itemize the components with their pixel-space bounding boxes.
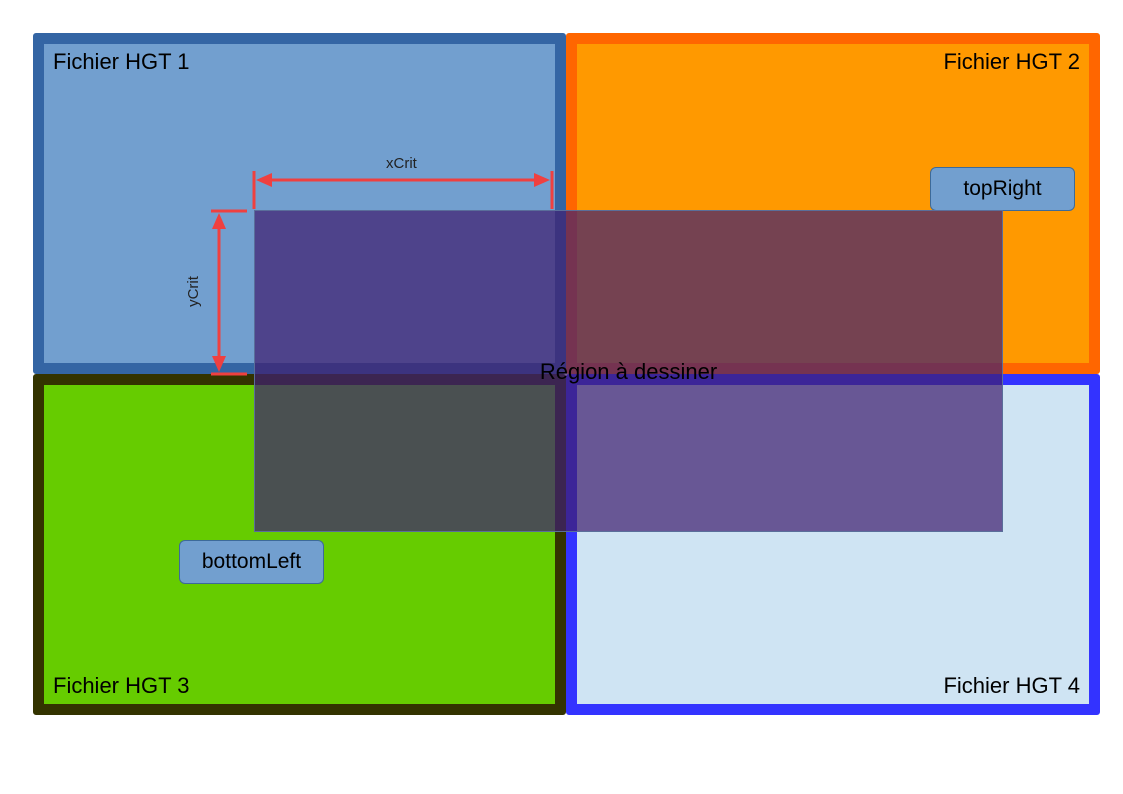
xcrit-right-arrowhead: [534, 173, 550, 187]
region-label: Région à dessiner: [539, 359, 718, 384]
hgt-file-4-label: Fichier HGT 4: [943, 673, 1080, 698]
hgt-file-3-label: Fichier HGT 3: [53, 673, 190, 698]
bottom-left-marker: bottomLeft: [179, 540, 324, 584]
ycrit-bottom-arrowhead: [212, 356, 226, 372]
region-to-draw: Région à dessiner: [254, 210, 1003, 532]
hgt-file-1-label: Fichier HGT 1: [53, 49, 190, 74]
xcrit-left-arrowhead: [256, 173, 272, 187]
top-right-marker: topRight: [930, 167, 1075, 211]
hgt-file-2-label: Fichier HGT 2: [943, 49, 1080, 74]
xcrit-label: xCrit: [386, 155, 417, 172]
ycrit-top-arrowhead: [212, 213, 226, 229]
ycrit-label: yCrit: [184, 276, 202, 307]
